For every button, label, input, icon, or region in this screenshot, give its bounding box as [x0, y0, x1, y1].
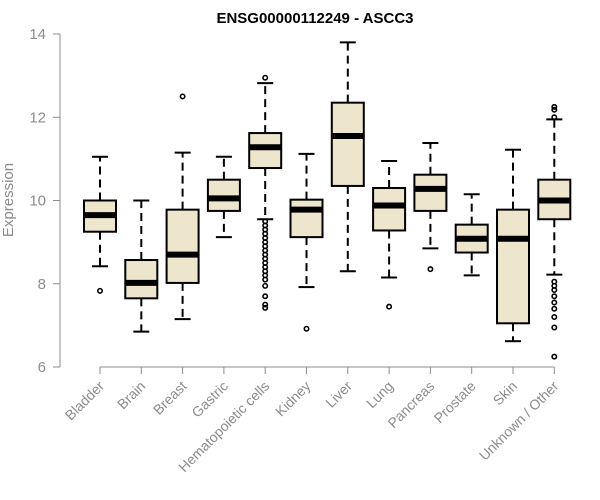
outlier-point: [551, 324, 558, 331]
outlier-point: [551, 353, 558, 360]
box-skin: [496, 148, 530, 343]
x-tick-label: Skin: [490, 378, 521, 409]
y-axis: 6 8 10 12 14: [29, 26, 61, 376]
y-tick-label: 14: [29, 26, 46, 43]
iqr-box: [413, 173, 448, 212]
outlier-point: [551, 299, 558, 306]
outlier-point: [262, 293, 269, 300]
outlier-point: [551, 286, 558, 293]
box-brain: [124, 199, 159, 333]
x-tick-label: Bladder: [62, 378, 108, 424]
box-gastric: [206, 155, 241, 239]
iqr-box: [124, 259, 159, 300]
iqr-box: [289, 198, 324, 239]
box-prostate: [454, 193, 489, 277]
iqr-box: [206, 178, 241, 212]
box-pancreas: [413, 142, 448, 273]
box-kidney: [289, 152, 324, 332]
outlier-point: [427, 266, 434, 273]
outlier-point: [179, 93, 186, 100]
outlier-point: [97, 287, 104, 294]
outlier-point: [551, 305, 558, 312]
chart-title: ENSG00000112249 - ASCC3: [216, 10, 413, 27]
iqr-box: [248, 132, 283, 170]
outlier-point: [551, 293, 558, 300]
outlier-point: [262, 276, 269, 283]
outlier-point: [386, 303, 393, 310]
y-tick-label: 8: [38, 276, 46, 293]
y-tick-label: 6: [38, 359, 46, 376]
box-lung: [372, 159, 407, 310]
iqr-box: [330, 101, 365, 187]
box-breast: [165, 93, 200, 321]
outlier-point: [303, 325, 310, 332]
outlier-point: [551, 103, 558, 110]
iqr-box: [165, 208, 200, 284]
iqr-box: [496, 208, 530, 325]
outlier-point: [262, 74, 269, 81]
y-tick-label: 10: [29, 193, 46, 210]
x-tick-label: Lung: [363, 378, 396, 411]
x-tick-label: Brain: [114, 378, 148, 412]
x-tick-label: Liver: [322, 378, 355, 411]
y-axis-label: Expression: [0, 163, 17, 237]
outlier-point: [262, 304, 269, 311]
outlier-point: [551, 314, 558, 321]
x-tick-label: Kidney: [272, 378, 314, 420]
box-bladder: [83, 155, 117, 294]
outlier-point: [551, 114, 558, 121]
box-hematopoietic-cells: [248, 74, 283, 311]
box-unknown-other: [537, 103, 572, 360]
iqr-box: [372, 187, 407, 232]
box-liver: [330, 41, 365, 273]
y-tick-label: 12: [29, 109, 46, 126]
outlier-point: [551, 106, 558, 113]
x-tick-label: Breast: [150, 378, 190, 418]
outlier-point: [262, 301, 269, 308]
outlier-point: [262, 282, 269, 289]
boxes-group: [83, 41, 572, 360]
x-tick-label: Prostate: [431, 378, 479, 426]
